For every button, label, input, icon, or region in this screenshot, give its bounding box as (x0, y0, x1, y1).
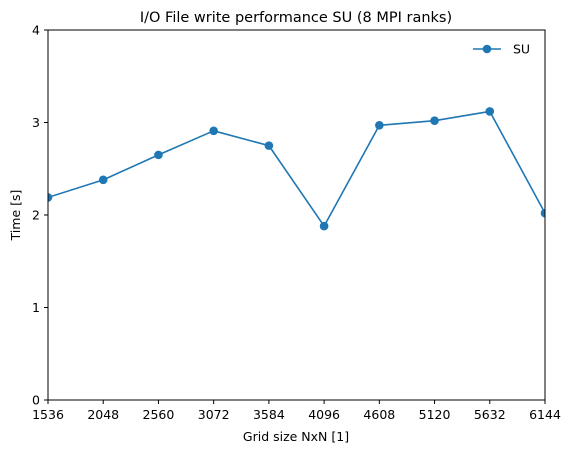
y-tick-label: 1 (32, 300, 40, 315)
data-point (264, 141, 274, 150)
data-point (209, 126, 218, 136)
x-tick-label: 4096 (308, 407, 340, 422)
x-tick-label: 2048 (87, 407, 119, 422)
data-point (540, 208, 545, 218)
x-axis: 1536 2048 2560 3072 3584 4096 4608 5120 5632 6144 (32, 400, 561, 422)
x-tick-label: 5120 (419, 407, 451, 422)
data-point (375, 120, 384, 130)
x-tick-label: 3072 (198, 407, 230, 422)
chart-title: I/O File write performance SU (8 MPI ran… (140, 10, 452, 26)
data-point (430, 116, 439, 125)
data-point (98, 175, 108, 185)
y-tick-label: 3 (32, 115, 40, 130)
y-axis-title: Time [s] (8, 190, 23, 242)
x-tick-label: 3584 (253, 407, 285, 422)
legend: SU (473, 42, 530, 57)
series-line-su (48, 110, 545, 227)
data-point (48, 193, 53, 202)
y-tick-label: 0 (32, 393, 40, 408)
x-tick-label: 1536 (32, 407, 64, 422)
plot-frame (47, 29, 546, 401)
x-tick-label: 6144 (529, 407, 561, 422)
x-tick-label: 2560 (143, 407, 175, 422)
data-point (319, 221, 329, 231)
y-tick-label: 2 (32, 208, 40, 223)
x-tick-label: 5632 (474, 407, 506, 422)
y-axis: 0 1 2 3 4 (32, 23, 48, 408)
x-tick-label: 4608 (363, 407, 395, 422)
x-axis-title: Grid size NxN [1] (243, 429, 349, 444)
series-layer (48, 107, 545, 231)
legend-label-su: SU (513, 42, 530, 57)
legend-marker-su (482, 44, 492, 54)
y-tick-label: 4 (32, 23, 40, 38)
data-point (485, 107, 495, 116)
data-point (154, 150, 163, 160)
